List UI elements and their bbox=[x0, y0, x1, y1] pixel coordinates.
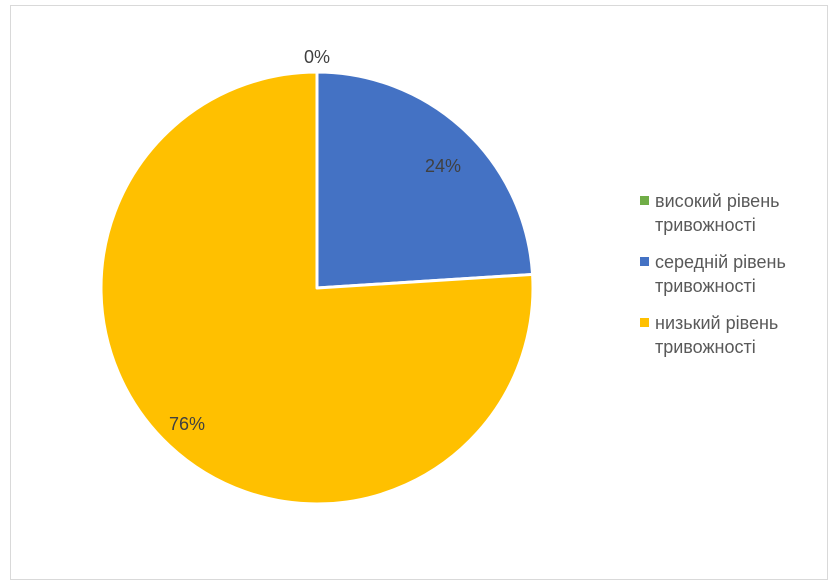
legend-swatch-2 bbox=[640, 257, 649, 266]
legend: високий рівень тривожності середній рівен… bbox=[640, 189, 830, 372]
legend-label-3: низький рівень тривожності bbox=[655, 313, 779, 357]
legend-item-2: середній рівень тривожності bbox=[640, 250, 830, 298]
legend-label-2: середній рівень тривожності bbox=[655, 252, 786, 296]
data-labels: 0% 24% 76% bbox=[169, 47, 461, 434]
pie-slices bbox=[99, 70, 535, 506]
pie-slice-2 bbox=[315, 70, 535, 290]
data-label-3: 76% bbox=[169, 414, 205, 434]
legend-label-1: високий рівень тривожності bbox=[655, 191, 780, 235]
data-label-1: 0% bbox=[304, 47, 330, 67]
data-label-2: 24% bbox=[425, 156, 461, 176]
legend-swatch-3 bbox=[640, 318, 649, 327]
legend-item-3: низький рівень тривожності bbox=[640, 311, 830, 359]
legend-item-1: високий рівень тривожності bbox=[640, 189, 830, 237]
legend-swatch-1 bbox=[640, 196, 649, 205]
